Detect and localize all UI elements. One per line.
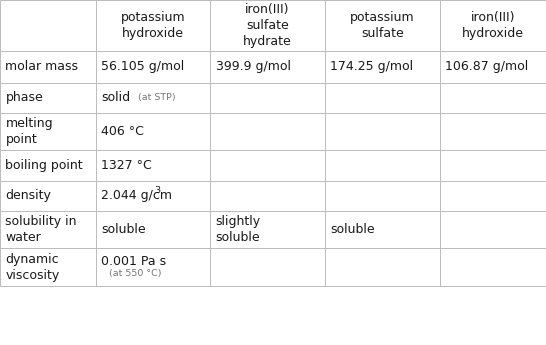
Text: 399.9 g/mol: 399.9 g/mol [216, 60, 290, 73]
Text: phase: phase [5, 91, 43, 105]
Text: boiling point: boiling point [5, 159, 83, 172]
Text: dynamic
viscosity: dynamic viscosity [5, 253, 60, 282]
Text: melting
point: melting point [5, 117, 53, 146]
Text: 56.105 g/mol: 56.105 g/mol [101, 60, 184, 73]
Text: potassium
sulfate: potassium sulfate [350, 11, 414, 40]
Text: solubility in
water: solubility in water [5, 215, 77, 244]
Text: 0.001 Pa s: 0.001 Pa s [101, 255, 166, 268]
Text: 406 °C: 406 °C [101, 125, 144, 138]
Text: solid: solid [101, 91, 130, 105]
Text: 174.25 g/mol: 174.25 g/mol [330, 60, 413, 73]
Text: 3: 3 [155, 186, 161, 195]
Text: (at STP): (at STP) [138, 93, 176, 102]
Text: 106.87 g/mol: 106.87 g/mol [445, 60, 528, 73]
Text: (at 550 °C): (at 550 °C) [109, 269, 162, 278]
Text: 2.044 g/cm: 2.044 g/cm [101, 189, 172, 203]
Text: soluble: soluble [101, 223, 146, 236]
Text: potassium
hydroxide: potassium hydroxide [121, 11, 185, 40]
Text: iron(III)
hydroxide: iron(III) hydroxide [462, 11, 524, 40]
Text: soluble: soluble [330, 223, 375, 236]
Text: molar mass: molar mass [5, 60, 79, 73]
Text: slightly
soluble: slightly soluble [216, 215, 261, 244]
Text: density: density [5, 189, 51, 203]
Text: 1327 °C: 1327 °C [101, 159, 152, 172]
Text: iron(III)
sulfate
hydrate: iron(III) sulfate hydrate [243, 3, 292, 48]
